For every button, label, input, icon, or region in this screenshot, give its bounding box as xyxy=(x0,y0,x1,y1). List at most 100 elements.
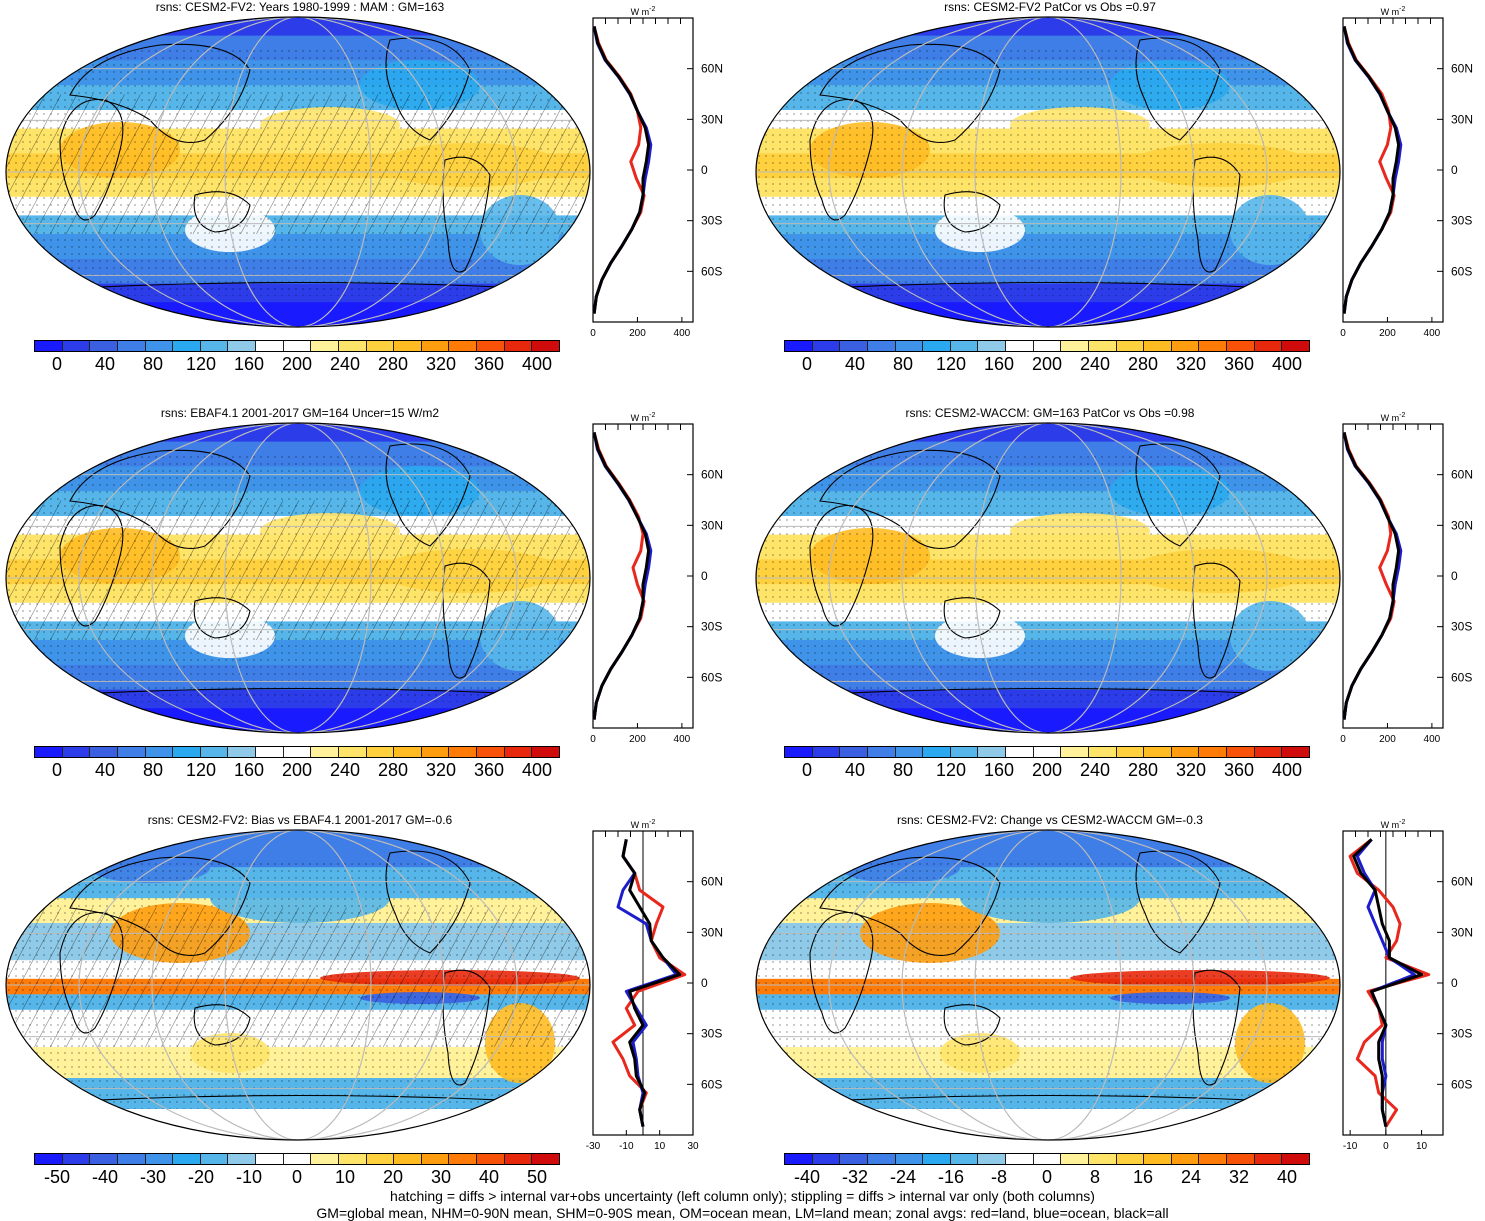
panel-title: rsns: CESM2-FV2 PatCor vs Obs =0.97 xyxy=(944,0,1156,14)
colorbar-label: 0 xyxy=(291,1167,302,1187)
colorbar-swatch xyxy=(532,1154,559,1164)
colorbar-swatch xyxy=(1033,341,1062,351)
colorbar-label: -20 xyxy=(187,1167,214,1187)
colorbar-swatch xyxy=(1033,1154,1062,1164)
colorbar-swatch xyxy=(173,1154,201,1164)
zonal-x-tick-label: 200 xyxy=(629,328,646,339)
lat-tick-label: 30N xyxy=(701,518,723,532)
zonal-unit-label: W m-2 xyxy=(631,412,656,423)
colorbar-swatch xyxy=(1282,341,1309,351)
colorbar-swatch xyxy=(173,747,201,757)
panel-title: rsns: EBAF4.1 2001-2017 GM=164 Uncer=15 … xyxy=(160,406,440,420)
colorbar-label: 0 xyxy=(1041,1167,1052,1187)
zonal-line-all xyxy=(621,839,682,1127)
colorbar-label: -8 xyxy=(990,1167,1007,1187)
colorbar xyxy=(34,1153,560,1165)
colorbar-label: 280 xyxy=(377,354,409,374)
map-field xyxy=(6,17,590,327)
colorbar-label: 32 xyxy=(1228,1167,1250,1187)
colorbar-swatch xyxy=(145,1154,174,1164)
colorbar-swatch xyxy=(421,747,450,757)
colorbar-label: 160 xyxy=(233,354,265,374)
map-border xyxy=(5,16,591,328)
colorbar-label: 320 xyxy=(1175,354,1207,374)
colorbar-swatch xyxy=(1282,747,1309,757)
colorbar-label: 16 xyxy=(1132,1167,1154,1187)
colorbar-swatch xyxy=(90,341,118,351)
colorbar-swatch xyxy=(1227,341,1255,351)
panel-change-vs-waccm: rsns: CESM2-FV2: Change vs CESM2-WACCM G… xyxy=(750,813,1473,1213)
lat-tick-label: 30S xyxy=(701,1027,722,1041)
panel-graphics: W m-2 60N 30N 0 30S 60S -30 -10 10 30 xyxy=(5,819,723,1152)
graticule xyxy=(756,830,1340,1140)
zonal-x-tick-label: 0 xyxy=(590,328,596,339)
colorbar-swatch xyxy=(117,1154,146,1164)
lat-tick-label: 60S xyxy=(1451,264,1472,278)
zonal-x-tick-label: -10 xyxy=(619,1141,634,1152)
zonal-line-all xyxy=(1342,432,1401,720)
colorbar-swatch xyxy=(394,341,422,351)
map-field xyxy=(756,423,1340,733)
zonal-x-tick-label: 200 xyxy=(629,734,646,745)
colorbar-label: 360 xyxy=(1223,354,1255,374)
colorbar-swatch xyxy=(117,341,146,351)
map-border xyxy=(755,829,1341,1141)
colorbar-swatch xyxy=(421,1154,450,1164)
colorbar-swatch xyxy=(867,1154,896,1164)
colorbar-swatch xyxy=(228,747,256,757)
colorbar-label: 280 xyxy=(377,760,409,780)
colorbar xyxy=(34,340,560,352)
colorbar-swatch xyxy=(256,341,284,351)
lat-tick-label: 0 xyxy=(1451,569,1458,583)
lat-tick-label: 60S xyxy=(701,264,722,278)
colorbar-swatch xyxy=(145,747,174,757)
colorbar-swatch xyxy=(1006,341,1034,351)
colorbar-label: 160 xyxy=(983,760,1015,780)
colorbar-label: 30 xyxy=(430,1167,452,1187)
colorbar-swatch xyxy=(366,747,395,757)
zonal-unit-label: W m-2 xyxy=(631,819,656,830)
colorbar-swatch xyxy=(311,341,339,351)
graticule xyxy=(756,423,1340,733)
colorbar-label: 240 xyxy=(329,760,361,780)
colorbar-label: 400 xyxy=(521,760,553,780)
zonal-x-tick-label: 200 xyxy=(1379,328,1396,339)
colorbar-swatch xyxy=(90,747,118,757)
zonal-frame xyxy=(1342,423,1444,729)
zonal-x-tick-label: 400 xyxy=(674,734,691,745)
lat-tick-label: 0 xyxy=(1451,163,1458,177)
zonal-line-all xyxy=(1342,26,1401,314)
colorbar-swatch xyxy=(477,747,505,757)
panel-graphics: W m-2 60N 30N 0 30S 60S 0 200 400 xyxy=(755,6,1473,339)
panel-model-patcor: rsns: CESM2-FV2 PatCor vs Obs =0.97 W m-2… xyxy=(750,0,1473,400)
colorbar xyxy=(34,746,560,758)
colorbar-label: 40 xyxy=(844,760,866,780)
lat-tick-label: 30S xyxy=(1451,214,1472,228)
colorbar-swatch xyxy=(1282,1154,1309,1164)
colorbar-swatch xyxy=(785,341,813,351)
colorbar-swatch xyxy=(978,341,1006,351)
colorbar-swatch xyxy=(1061,341,1089,351)
footer-line-1: hatching = diffs > internal var+obs unce… xyxy=(390,1188,1095,1204)
lat-tick-label: 60S xyxy=(701,1077,722,1091)
colorbar-swatch xyxy=(90,1154,118,1164)
colorbar-label: 320 xyxy=(425,760,457,780)
colorbar-label: 400 xyxy=(1271,354,1303,374)
colorbar-label: -50 xyxy=(43,1167,70,1187)
colorbar-label: 50 xyxy=(526,1167,548,1187)
colorbar-swatch xyxy=(477,1154,505,1164)
colorbar-swatch xyxy=(923,747,951,757)
zonal-line-land xyxy=(611,839,687,1127)
lat-tick-label: 60N xyxy=(1451,875,1473,889)
colorbar-label: 200 xyxy=(1031,354,1063,374)
colorbar-swatch xyxy=(895,1154,924,1164)
colorbar-swatch xyxy=(449,747,477,757)
panel-waccm-climatology: rsns: CESM2-WACCM: GM=163 PatCor vs Obs … xyxy=(750,406,1473,806)
colorbar-swatch xyxy=(840,341,868,351)
lat-tick-label: 0 xyxy=(701,163,708,177)
colorbar-swatch xyxy=(1006,747,1034,757)
panel-graphics: W m-2 60N 30N 0 30S 60S 0 200 400 xyxy=(755,412,1473,745)
zonal-frame xyxy=(1342,17,1444,323)
colorbar-label: 240 xyxy=(1079,354,1111,374)
panel-title: rsns: CESM2-FV2: Bias vs EBAF4.1 2001-20… xyxy=(147,813,453,827)
